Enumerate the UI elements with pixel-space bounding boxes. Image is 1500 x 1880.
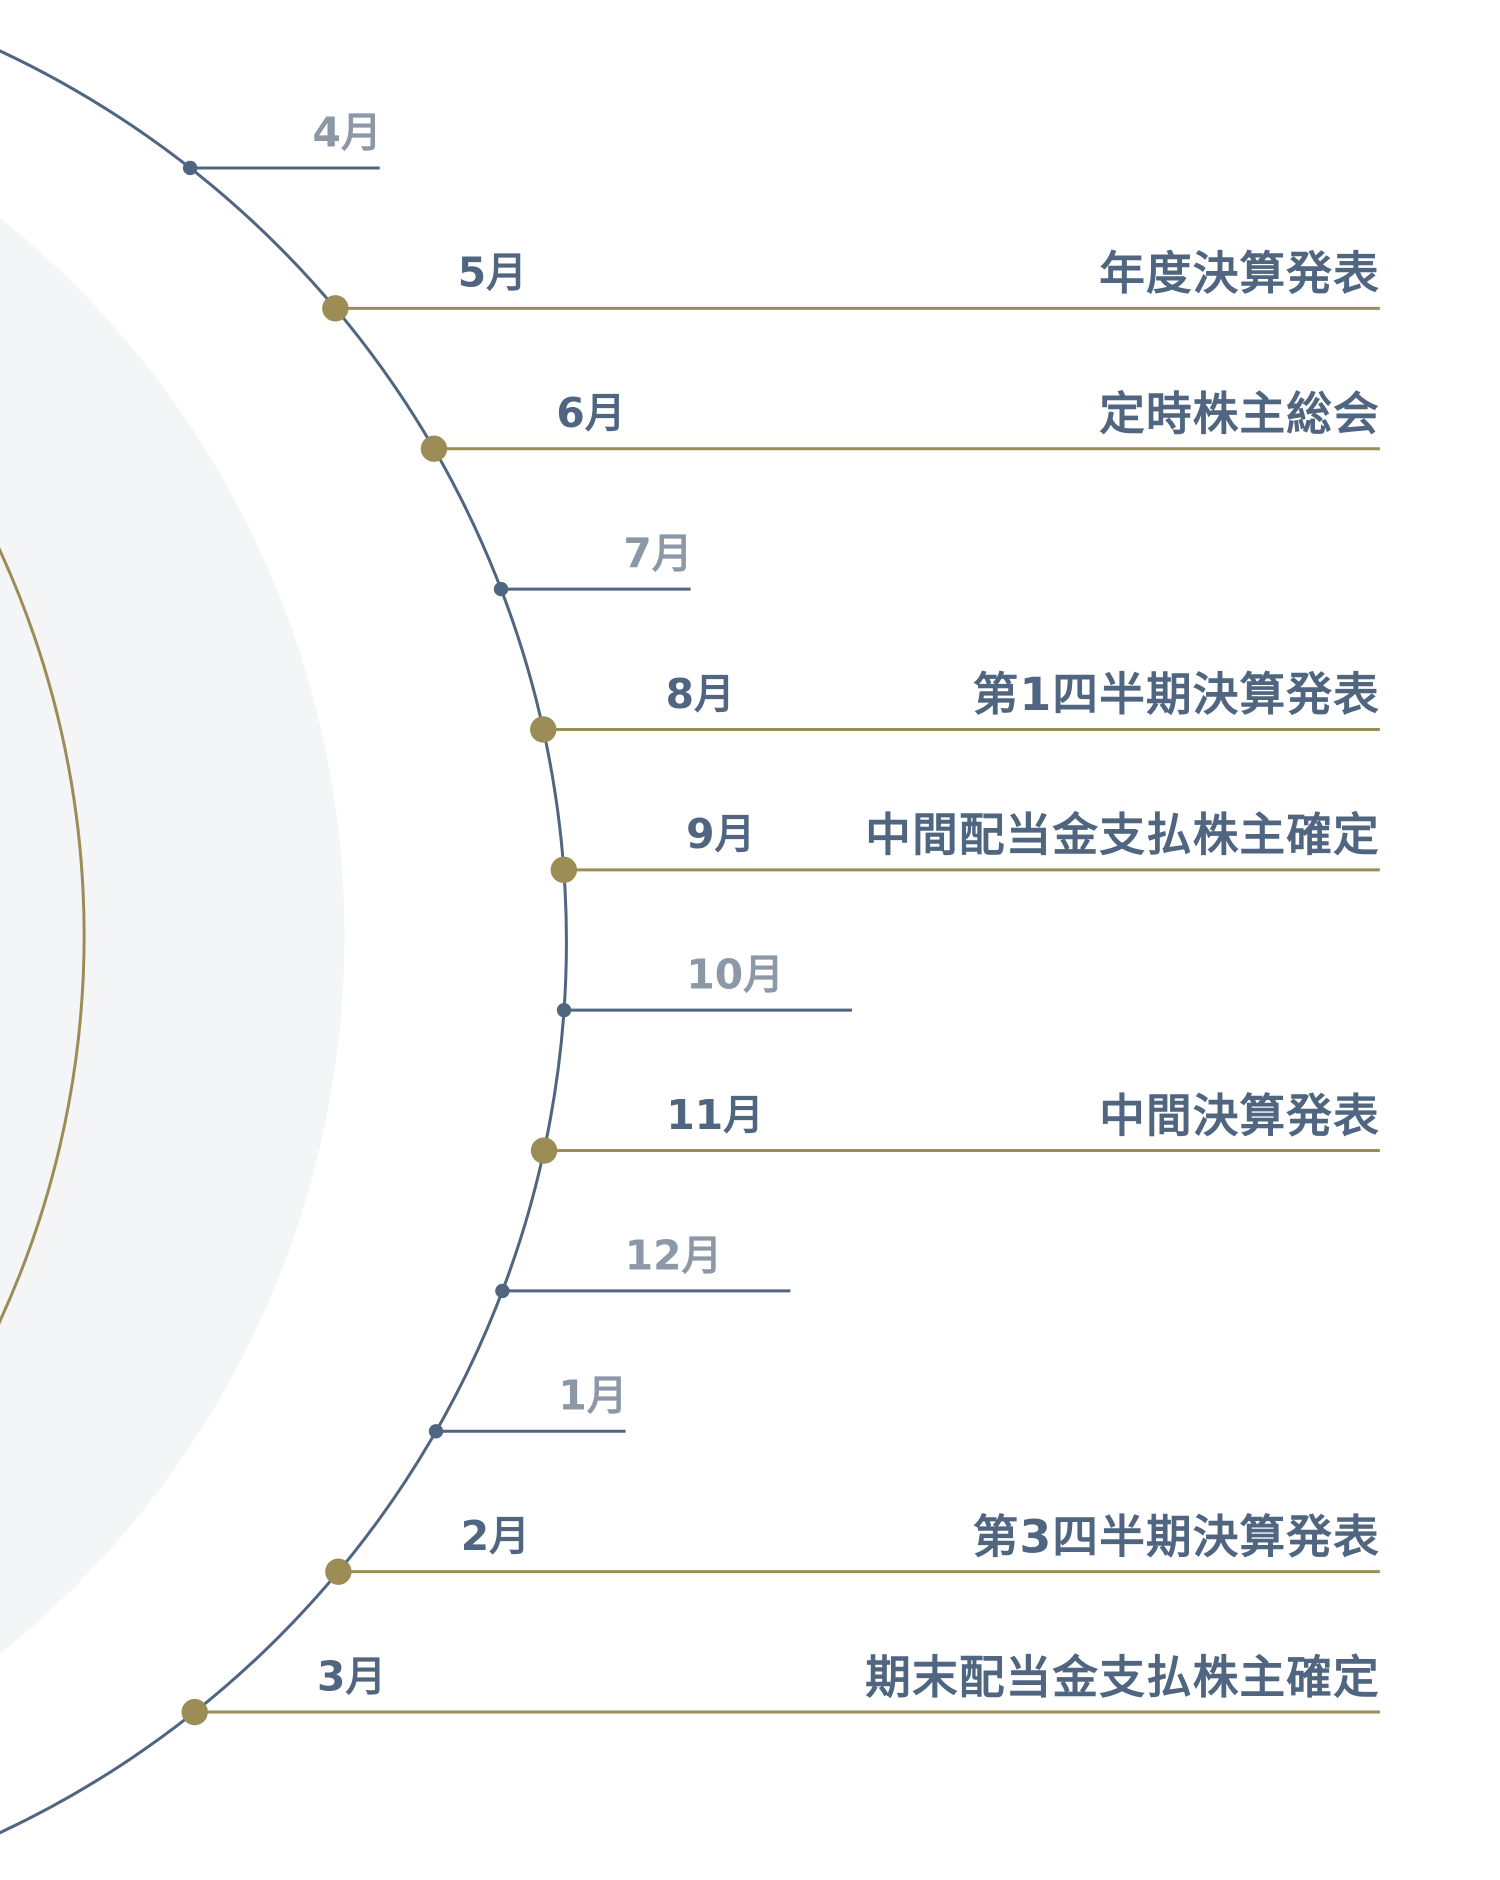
event-label: 中間決算発表 — [1099, 1089, 1380, 1142]
event-label: 年度決算発表 — [1099, 247, 1380, 300]
month-label: 7月 — [623, 529, 692, 577]
month-dot — [325, 1558, 352, 1585]
month-label: 6月 — [556, 389, 625, 437]
event-label: 第1四半期決算発表 — [973, 668, 1380, 721]
month-dot — [556, 1002, 572, 1018]
month-label: 9月 — [686, 810, 755, 858]
event-label: 定時株主総会 — [1099, 388, 1380, 441]
month-label: 1月 — [558, 1372, 627, 1420]
month-label: 11月 — [666, 1091, 764, 1139]
month-dot — [495, 1283, 510, 1299]
month-dot — [322, 295, 349, 322]
month-label: 3月 — [317, 1652, 386, 1700]
month-dot — [530, 716, 557, 743]
month-dot — [530, 1137, 558, 1164]
month-dot — [493, 581, 509, 597]
month-label: 5月 — [458, 249, 527, 297]
month-dot — [181, 1698, 208, 1726]
month-label: 4月 — [312, 108, 381, 156]
month-dot — [420, 435, 448, 462]
timeline-arc — [0, 49, 568, 1835]
event-label: 第3四半期決算発表 — [973, 1510, 1380, 1563]
inner-ring — [0, 547, 86, 1325]
background-circle — [0, 218, 345, 1654]
month-dot — [428, 1424, 444, 1439]
event-label: 期末配当金支払株主確定 — [865, 1651, 1380, 1704]
month-dot — [182, 160, 198, 176]
month-dot — [550, 856, 577, 884]
month-label: 12月 — [625, 1231, 723, 1279]
event-label: 中間配当金支払株主確定 — [865, 809, 1380, 862]
month-label: 2月 — [461, 1512, 530, 1560]
month-label: 10月 — [686, 951, 784, 999]
month-label: 8月 — [666, 670, 735, 718]
